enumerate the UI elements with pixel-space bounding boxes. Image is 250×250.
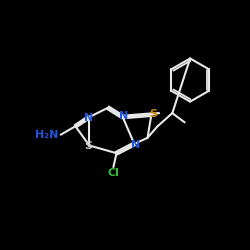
Text: S: S xyxy=(84,141,92,151)
Text: N: N xyxy=(119,111,128,121)
Text: N: N xyxy=(84,113,93,123)
Text: N: N xyxy=(131,140,140,150)
Text: S: S xyxy=(149,109,157,119)
Text: H₂N: H₂N xyxy=(35,130,58,140)
Text: Cl: Cl xyxy=(108,168,119,178)
